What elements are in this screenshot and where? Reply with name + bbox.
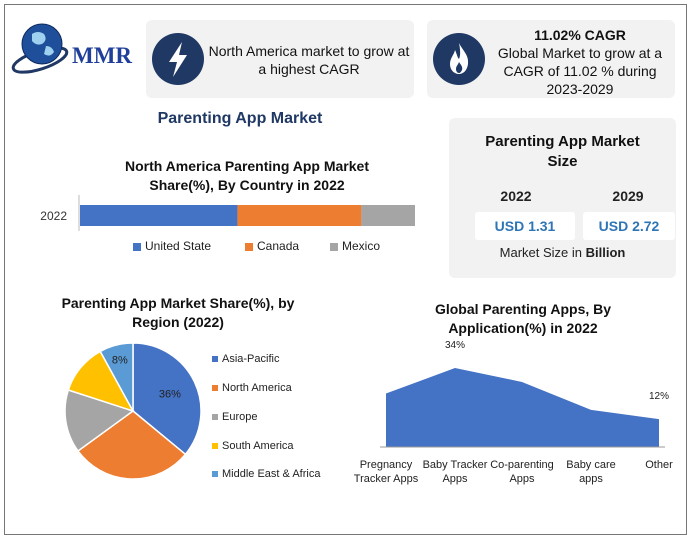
legend-label-asia-pacific: Asia-Pacific [222, 353, 280, 365]
global-cagr-card: 11.02% CAGR Global Market to grow at a C… [427, 20, 675, 98]
bar-segment-mexico [361, 205, 415, 226]
legend-label-mexico: Mexico [342, 239, 381, 253]
legend-item-united-state: United State [133, 239, 211, 253]
application-share-chart-title: Global Parenting Apps, By Application(%)… [408, 300, 638, 338]
market-size-note: Market Size in Billion [449, 245, 676, 260]
legend-label-middle-east-africa: Middle East & Africa [222, 468, 321, 480]
lightning-bolt-icon [152, 33, 204, 85]
legend-label-canada: Canada [257, 239, 300, 253]
bar-category-label: 2022 [40, 209, 67, 223]
market-size-title: Parenting App Market Size [449, 132, 676, 172]
legend-item-mexico: Mexico [330, 239, 380, 253]
legend-label-north-america: North America [222, 382, 292, 394]
legend-swatch-middle-east-africa [212, 471, 218, 478]
pie-label-asia-pacific: 36% [159, 389, 181, 401]
pie-label-middle-east-africa: 8% [112, 355, 128, 367]
country-share-title-line1: North America Parenting App Market [124, 158, 369, 174]
region-share-title-line1: Parenting App Market Share(%), by [61, 295, 295, 311]
legend-item-middle-east-africa: Middle East & Africa [212, 468, 320, 480]
legend-label-united-state: United State [145, 239, 212, 253]
market-size-note-unit: Billion [585, 245, 626, 260]
legend-item-asia-pacific: Asia-Pacific [212, 353, 279, 365]
legend-item-canada: Canada [245, 239, 299, 253]
card2-line2: CAGR of 11.02 % during [503, 63, 657, 79]
card2-title: 11.02% CAGR [534, 27, 626, 43]
card2-line1: Global Market to grow at a [497, 45, 663, 61]
region-share-chart-title: Parenting App Market Share(%), by Region… [46, 294, 310, 332]
bar-segment-canada [237, 205, 362, 226]
flame-icon [433, 33, 485, 85]
country-share-title-line2: Share(%), By Country in 2022 [149, 177, 345, 193]
pie-slice-asia-pacific [132, 342, 202, 456]
legend-item-north-america: North America [212, 382, 292, 394]
card1-line2: a highest CAGR [258, 61, 360, 77]
region-share-pie: 36% 8% [64, 342, 202, 480]
globe-icon [11, 23, 69, 74]
card2-text: 11.02% CAGR Global Market to grow at a C… [487, 26, 673, 98]
legend-swatch-united-state [133, 242, 141, 251]
market-size-card: Parenting App Market Size 2022 2029 USD … [449, 118, 676, 278]
country-share-chart-title: North America Parenting App Market Share… [78, 157, 416, 195]
year-2022-label: 2022 [500, 188, 532, 204]
legend-item-south-america: South America [212, 440, 294, 452]
page-title: Parenting App Market [157, 110, 323, 127]
region-share-title-line2: Region (2022) [132, 314, 224, 330]
year-2029-label: 2029 [612, 188, 644, 204]
value-2022-box: USD 1.31 [475, 212, 575, 240]
logo-text: MMR [72, 43, 133, 68]
legend-label-europe: Europe [222, 411, 258, 423]
pie-slice-middle-east-africa [99, 342, 134, 412]
card1-line1: North America market to grow at [208, 43, 410, 59]
logo: MMR [10, 16, 140, 76]
market-size-note-prefix: Market Size in [499, 245, 586, 260]
legend-swatch-canada [245, 242, 253, 251]
legend-swatch-north-america [212, 385, 218, 392]
bar-segment-united-state [80, 205, 238, 226]
legend-item-europe: Europe [212, 411, 257, 423]
country-share-chart: 2022 [40, 195, 415, 231]
market-size-title-line2: Size [547, 153, 578, 170]
north-america-cagr-card: North America market to grow at a highes… [146, 20, 414, 98]
pie-slice-north-america [76, 410, 187, 480]
card1-text: North America market to grow at a highes… [206, 42, 412, 78]
legend-label-south-america: South America [222, 440, 294, 452]
legend-swatch-south-america [212, 443, 218, 450]
value-2029-box: USD 2.72 [583, 212, 675, 240]
market-size-title-line1: Parenting App Market [485, 133, 640, 150]
pie-slice-europe [64, 389, 135, 453]
legend-swatch-europe [212, 414, 218, 421]
legend-swatch-asia-pacific [212, 356, 218, 363]
application-share-title-line1: Global Parenting Apps, By [434, 301, 612, 317]
card2-line3: 2023-2029 [546, 81, 614, 97]
legend-swatch-mexico [330, 242, 338, 251]
application-share-title-line2: Application(%) in 2022 [448, 320, 598, 336]
